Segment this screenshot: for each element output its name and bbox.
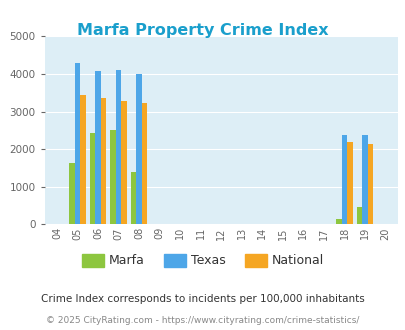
Bar	[361, 135, 367, 224]
Bar	[142, 103, 147, 224]
Bar	[367, 144, 373, 224]
Bar	[80, 95, 85, 224]
Bar	[90, 133, 95, 224]
Bar	[335, 218, 341, 224]
Bar	[121, 101, 127, 224]
Bar	[95, 71, 100, 224]
Bar	[110, 130, 115, 224]
Text: Crime Index corresponds to incidents per 100,000 inhabitants: Crime Index corresponds to incidents per…	[41, 294, 364, 304]
Legend: Marfa, Texas, National: Marfa, Texas, National	[77, 249, 328, 273]
Bar	[75, 63, 80, 224]
Text: © 2025 CityRating.com - https://www.cityrating.com/crime-statistics/: © 2025 CityRating.com - https://www.city…	[46, 316, 359, 325]
Bar	[130, 173, 136, 224]
Bar	[115, 70, 121, 224]
Bar	[341, 135, 346, 224]
Bar	[356, 207, 361, 224]
Bar	[69, 163, 75, 224]
Bar	[100, 98, 106, 224]
Bar	[346, 142, 352, 224]
Bar	[136, 74, 142, 224]
Text: Marfa Property Crime Index: Marfa Property Crime Index	[77, 23, 328, 38]
